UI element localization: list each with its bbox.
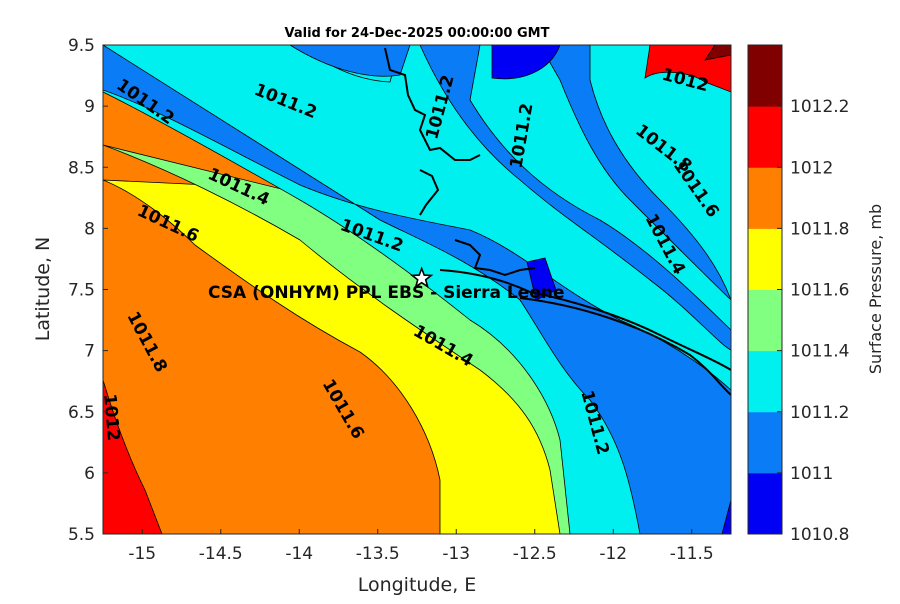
y-tick-label: 9.5 <box>68 36 95 56</box>
x-tick-label: -15 <box>128 544 156 564</box>
colorbar-tick-label: 1012 <box>790 158 833 178</box>
coastline-river-north <box>384 47 481 216</box>
colorbar-tick-label: 1010.8 <box>790 525 849 545</box>
colorbar-label: Surface Pressure, mb <box>866 204 885 374</box>
colorbar: 1010.8 1011 1011.2 1011.4 1011.6 1011.8 1012 10… <box>747 44 849 545</box>
band-1012.2-northeast <box>704 45 731 61</box>
x-tick-label: -11.5 <box>670 544 714 564</box>
colorbar-tick-label: 1011.2 <box>790 403 849 423</box>
colorbar-segment <box>748 350 782 413</box>
colorbar-segment <box>748 167 782 229</box>
y-axis-label: Latitude, N <box>32 237 54 342</box>
y-tick-label: 8.5 <box>68 158 95 178</box>
coastline-estuary <box>454 239 536 277</box>
y-tick-label: 8 <box>84 219 95 239</box>
band-1012-west <box>103 379 163 534</box>
site-marker-group: CSA (ONHYM) PPL EBS - Sierra Leone <box>208 266 565 303</box>
colorbar-segment <box>748 411 782 474</box>
x-axis-label: Longitude, E <box>358 574 477 596</box>
y-tick-label: 9 <box>84 97 95 117</box>
y-axis-ticks: 5.5 6 6.5 7 7.5 8 8.5 9 9.5 <box>68 36 108 545</box>
band-1010.8-top <box>491 45 561 80</box>
colorbar-segment <box>748 289 782 352</box>
y-tick-label: 6 <box>84 464 95 484</box>
colorbar-segment <box>748 45 782 107</box>
x-axis-ticks: -15 -14.5 -14 -13.5 -13 -12.5 -12 -11.5 <box>128 529 714 564</box>
x-tick-label: -14 <box>285 544 313 564</box>
coastline-south <box>519 297 731 396</box>
colorbar-tick-label: 1011.4 <box>790 342 849 362</box>
star-icon[interactable] <box>410 266 434 289</box>
y-tick-label: 5.5 <box>68 525 95 545</box>
x-tick-label: -13 <box>442 544 470 564</box>
colorbar-segment <box>748 228 782 290</box>
y-tick-label: 7.5 <box>68 281 95 301</box>
x-tick-label: -12 <box>599 544 627 564</box>
contour-fill-layer <box>103 45 731 534</box>
y-tick-label: 6.5 <box>68 403 95 423</box>
y-tick-label: 7 <box>84 342 95 362</box>
x-tick-label: -14.5 <box>199 544 243 564</box>
coastline-layer <box>384 47 731 396</box>
colorbar-tick-label: 1012.2 <box>790 97 849 117</box>
site-label: CSA (ONHYM) PPL EBS - Sierra Leone <box>208 283 565 303</box>
colorbar-tick-label: 1011.8 <box>790 219 849 239</box>
coastline-main <box>439 269 731 371</box>
band-1010.8-corner <box>721 499 731 534</box>
colorbar-tick-label: 1011.6 <box>790 281 849 301</box>
x-tick-label: -12.5 <box>513 544 557 564</box>
map-title: Valid for 24-Dec-2025 00:00:00 GMT <box>285 26 550 41</box>
colorbar-segment <box>748 472 782 535</box>
band-1011-cyan-channel <box>469 45 731 331</box>
band-1011 <box>103 45 731 534</box>
x-tick-label: -13.5 <box>356 544 400 564</box>
colorbar-segment <box>748 106 782 168</box>
colorbar-tick-label: 1011 <box>790 464 833 484</box>
